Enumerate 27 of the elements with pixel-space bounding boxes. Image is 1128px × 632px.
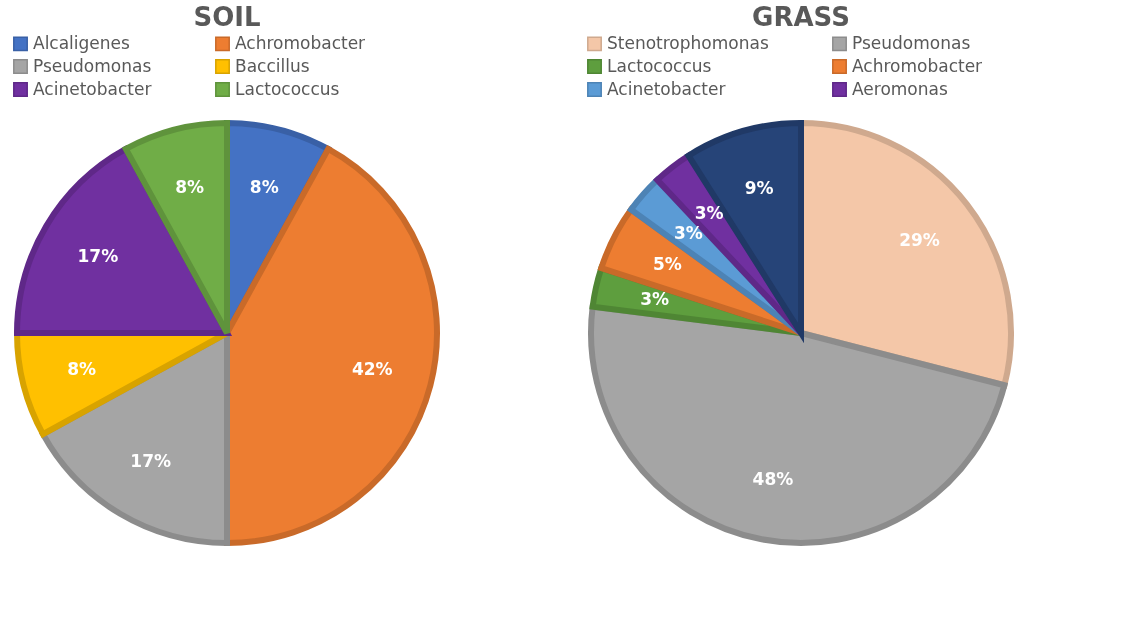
legend-label: Stenotrophomonas [607,32,769,53]
chart-title: SOIL [193,2,261,32]
data-label: 8% [67,359,97,380]
legend-label: Acinetobacter [33,78,152,99]
legend-label: Alcaligenes [33,32,131,53]
legend-label: Lactococcus [235,78,340,99]
data-label: 5% [652,253,682,274]
data-label: 29% [899,230,940,251]
legend-label: Baccillus [235,55,310,76]
data-label: 42% [351,359,393,380]
data-label: 3% [640,289,670,310]
legend-label: Acinetobacter [607,78,726,99]
legend-label: Achromobacter [852,55,983,76]
legend-label: Achromobacter [235,32,366,53]
legend-label: Lactococcus [607,55,712,76]
data-label: 3% [694,203,724,224]
data-label: 48% [752,469,794,490]
chart-title: GRASS [752,2,850,32]
legend-label: Pseudomonas [852,32,971,53]
data-label: 3% [674,222,703,243]
data-label: 8% [175,176,205,197]
data-label: 8% [249,176,279,197]
data-label: 9% [744,177,774,198]
legend-label: Pseudomonas [33,55,152,76]
data-label: 17% [77,245,119,266]
legend-label: Aeromonas [852,78,948,99]
data-label: 17% [130,451,171,472]
